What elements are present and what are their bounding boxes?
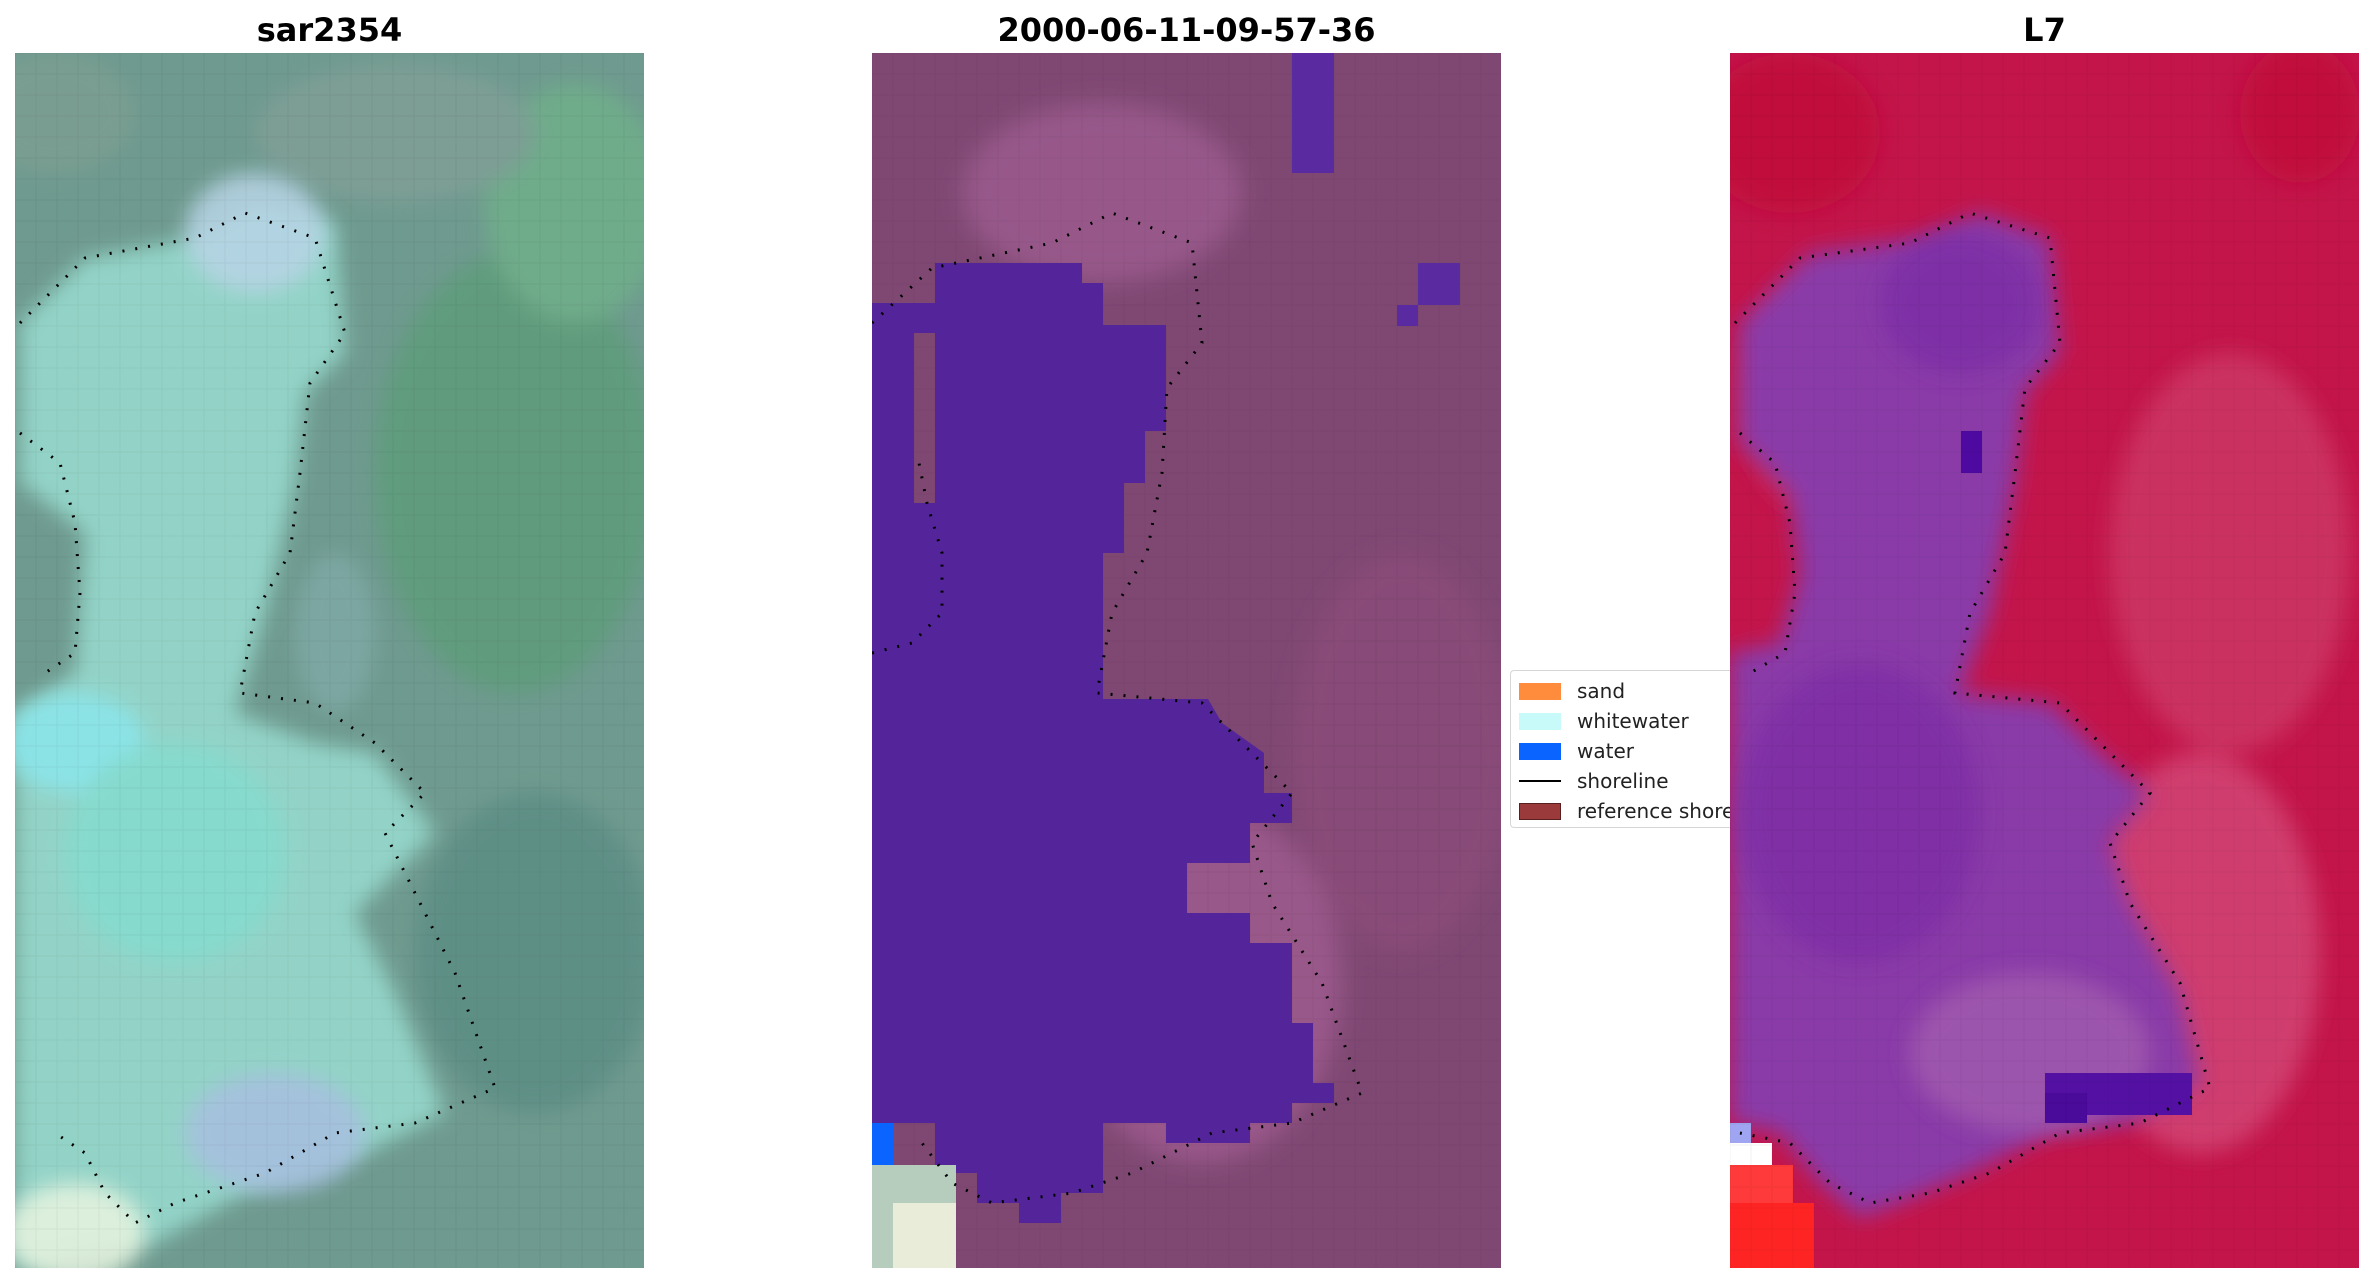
- legend-label-shoreline: shoreline: [1577, 769, 1669, 793]
- classified-image: [872, 53, 1501, 1268]
- panel-title-rgb: sar2354: [256, 11, 403, 49]
- sand-swatch: [1519, 682, 1561, 700]
- index-image-panel: [1730, 53, 2359, 1268]
- index-image: [1730, 53, 2359, 1268]
- legend-item-shoreline: shoreline: [1519, 769, 1669, 793]
- water-mask: [872, 263, 1334, 1223]
- whitewater-swatch: [1519, 712, 1561, 730]
- water-swatch: [1519, 742, 1561, 760]
- shoreline-line-swatch: [1519, 773, 1561, 790]
- legend-label-reference-shoreline: reference shoreline: [1577, 799, 1730, 823]
- rgb-image-panel: [15, 53, 644, 1268]
- legend-item-sand: sand: [1519, 679, 1625, 703]
- legend: sand whitewater water shoreline referenc…: [1510, 670, 1730, 828]
- rgb-image: [15, 53, 644, 1268]
- panel-title-index: L7: [2023, 11, 2066, 49]
- legend-label-whitewater: whitewater: [1577, 709, 1689, 733]
- panel-title-classified: 2000-06-11-09-57-36: [997, 11, 1376, 49]
- legend-label-sand: sand: [1577, 679, 1626, 703]
- classified-image-panel: [872, 53, 1501, 1268]
- legend-item-reference-shoreline: reference shoreline: [1519, 799, 1730, 823]
- legend-item-whitewater: whitewater: [1519, 709, 1689, 733]
- legend-label-water: water: [1577, 739, 1634, 763]
- reference-shoreline-swatch: [1519, 802, 1561, 820]
- legend-item-water: water: [1519, 739, 1634, 763]
